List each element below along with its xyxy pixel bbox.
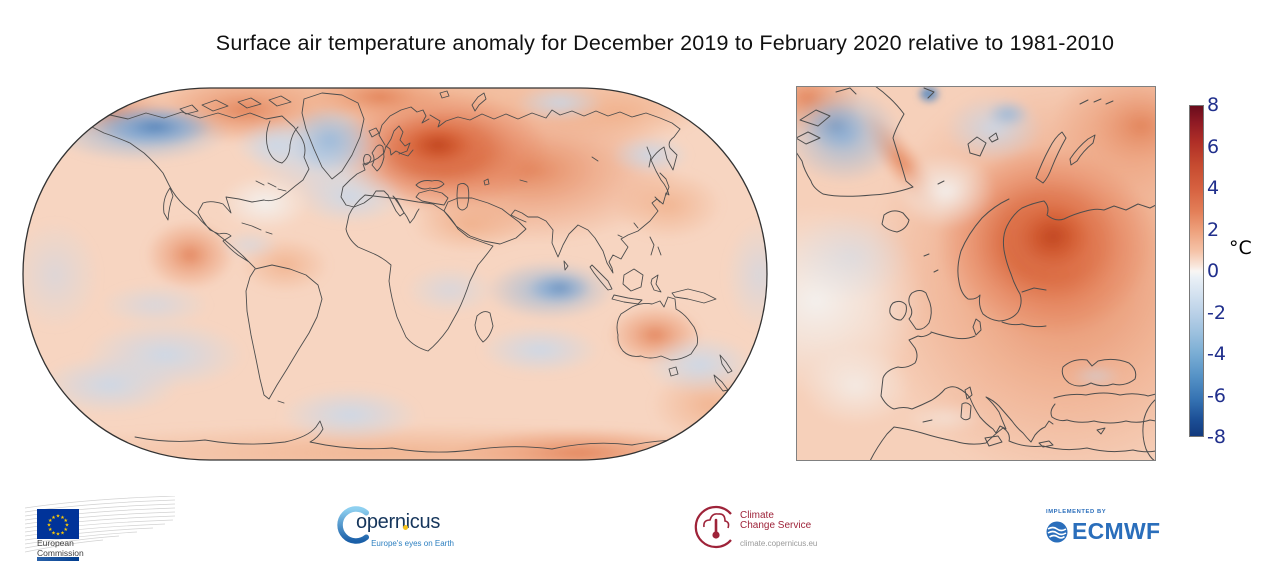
colorbar-tick-label: -6 bbox=[1207, 384, 1226, 407]
ecmwf-globe-icon bbox=[1046, 521, 1068, 542]
colorbar-tick-label: 8 bbox=[1207, 94, 1220, 116]
eu-commission-logo: ★ ★★ ★★★ ★★★ ★★★ bbox=[25, 496, 176, 553]
europe-anomaly-blobs bbox=[796, 86, 1156, 461]
colorbar-tick-label: 2 bbox=[1207, 218, 1220, 241]
europe-coastlines bbox=[796, 86, 1156, 461]
svg-text:★: ★ bbox=[60, 515, 65, 521]
colorbar-gradient bbox=[1189, 105, 1204, 437]
svg-text:★: ★ bbox=[64, 518, 69, 524]
eu-underline bbox=[37, 557, 79, 561]
svg-text:★: ★ bbox=[64, 527, 69, 533]
copernicus-wordmark: opernicus bbox=[356, 511, 441, 533]
colorbar-unit-label: °C bbox=[1229, 237, 1252, 259]
svg-text:★: ★ bbox=[48, 518, 53, 524]
svg-text:★: ★ bbox=[60, 531, 65, 537]
ecmwf-implemented-by-label: IMPLEMENTED BY bbox=[1046, 509, 1107, 515]
svg-text:★: ★ bbox=[56, 532, 61, 538]
c3s-line1: Climate bbox=[740, 510, 774, 521]
svg-text:★: ★ bbox=[51, 531, 56, 537]
eu-commission-line2: Commission bbox=[37, 547, 84, 558]
svg-text:★: ★ bbox=[51, 515, 56, 521]
colorbar-tick-label: -4 bbox=[1207, 343, 1226, 365]
svg-text:★: ★ bbox=[48, 527, 53, 533]
ecmwf-wordmark: ECMWF bbox=[1072, 518, 1161, 544]
colorbar-tick-labels: 8 6 4 2 0 -2 -4 -6 -8 bbox=[1207, 95, 1251, 447]
c3s-line2: Change Service bbox=[740, 519, 812, 531]
world-anomaly-blobs bbox=[23, 88, 767, 460]
world-coastlines bbox=[91, 90, 733, 453]
c3s-url: climate.copernicus.eu bbox=[740, 539, 818, 548]
world-map-outline bbox=[22, 87, 768, 461]
copernicus-satellite-dot-icon bbox=[403, 525, 408, 530]
svg-text:★: ★ bbox=[65, 523, 70, 529]
c3s-logo: Climate Change Service climate.copernicu… bbox=[692, 501, 822, 557]
europe-map bbox=[796, 86, 1156, 461]
eu-stars-icon: ★ ★★ ★★★ ★★★ ★★★ bbox=[47, 514, 70, 538]
colorbar-tick-label: -8 bbox=[1207, 426, 1226, 448]
copernicus-crescent-icon bbox=[337, 506, 370, 544]
colorbar-tick-label: 0 bbox=[1207, 260, 1220, 282]
eu-commission-line1: European bbox=[37, 538, 74, 548]
copernicus-logo: opernicus Europe's eyes on Earth bbox=[336, 502, 466, 554]
c3s-label: Climate Change Service bbox=[740, 511, 811, 530]
colorbar-tick-label: -2 bbox=[1207, 301, 1226, 324]
colorbar-tick-label: 6 bbox=[1207, 135, 1220, 158]
ecmwf-logo: IMPLEMENTED BY ECMWF bbox=[1046, 509, 1186, 549]
eu-commission-label: European Commission bbox=[37, 538, 84, 558]
svg-text:★: ★ bbox=[47, 523, 52, 529]
eu-flag-icon bbox=[37, 509, 79, 539]
ecmwf-row: ECMWF bbox=[1046, 518, 1186, 545]
world-map bbox=[22, 87, 768, 461]
svg-text:★: ★ bbox=[56, 514, 61, 520]
copernicus-tagline: Europe's eyes on Earth bbox=[371, 539, 454, 548]
figure-title: Surface air temperature anomaly for Dece… bbox=[215, 31, 1115, 55]
europe-map-border bbox=[796, 86, 1156, 461]
c3s-cloud-thermometer-icon bbox=[694, 505, 732, 549]
colorbar-tick-label: 4 bbox=[1207, 177, 1220, 199]
